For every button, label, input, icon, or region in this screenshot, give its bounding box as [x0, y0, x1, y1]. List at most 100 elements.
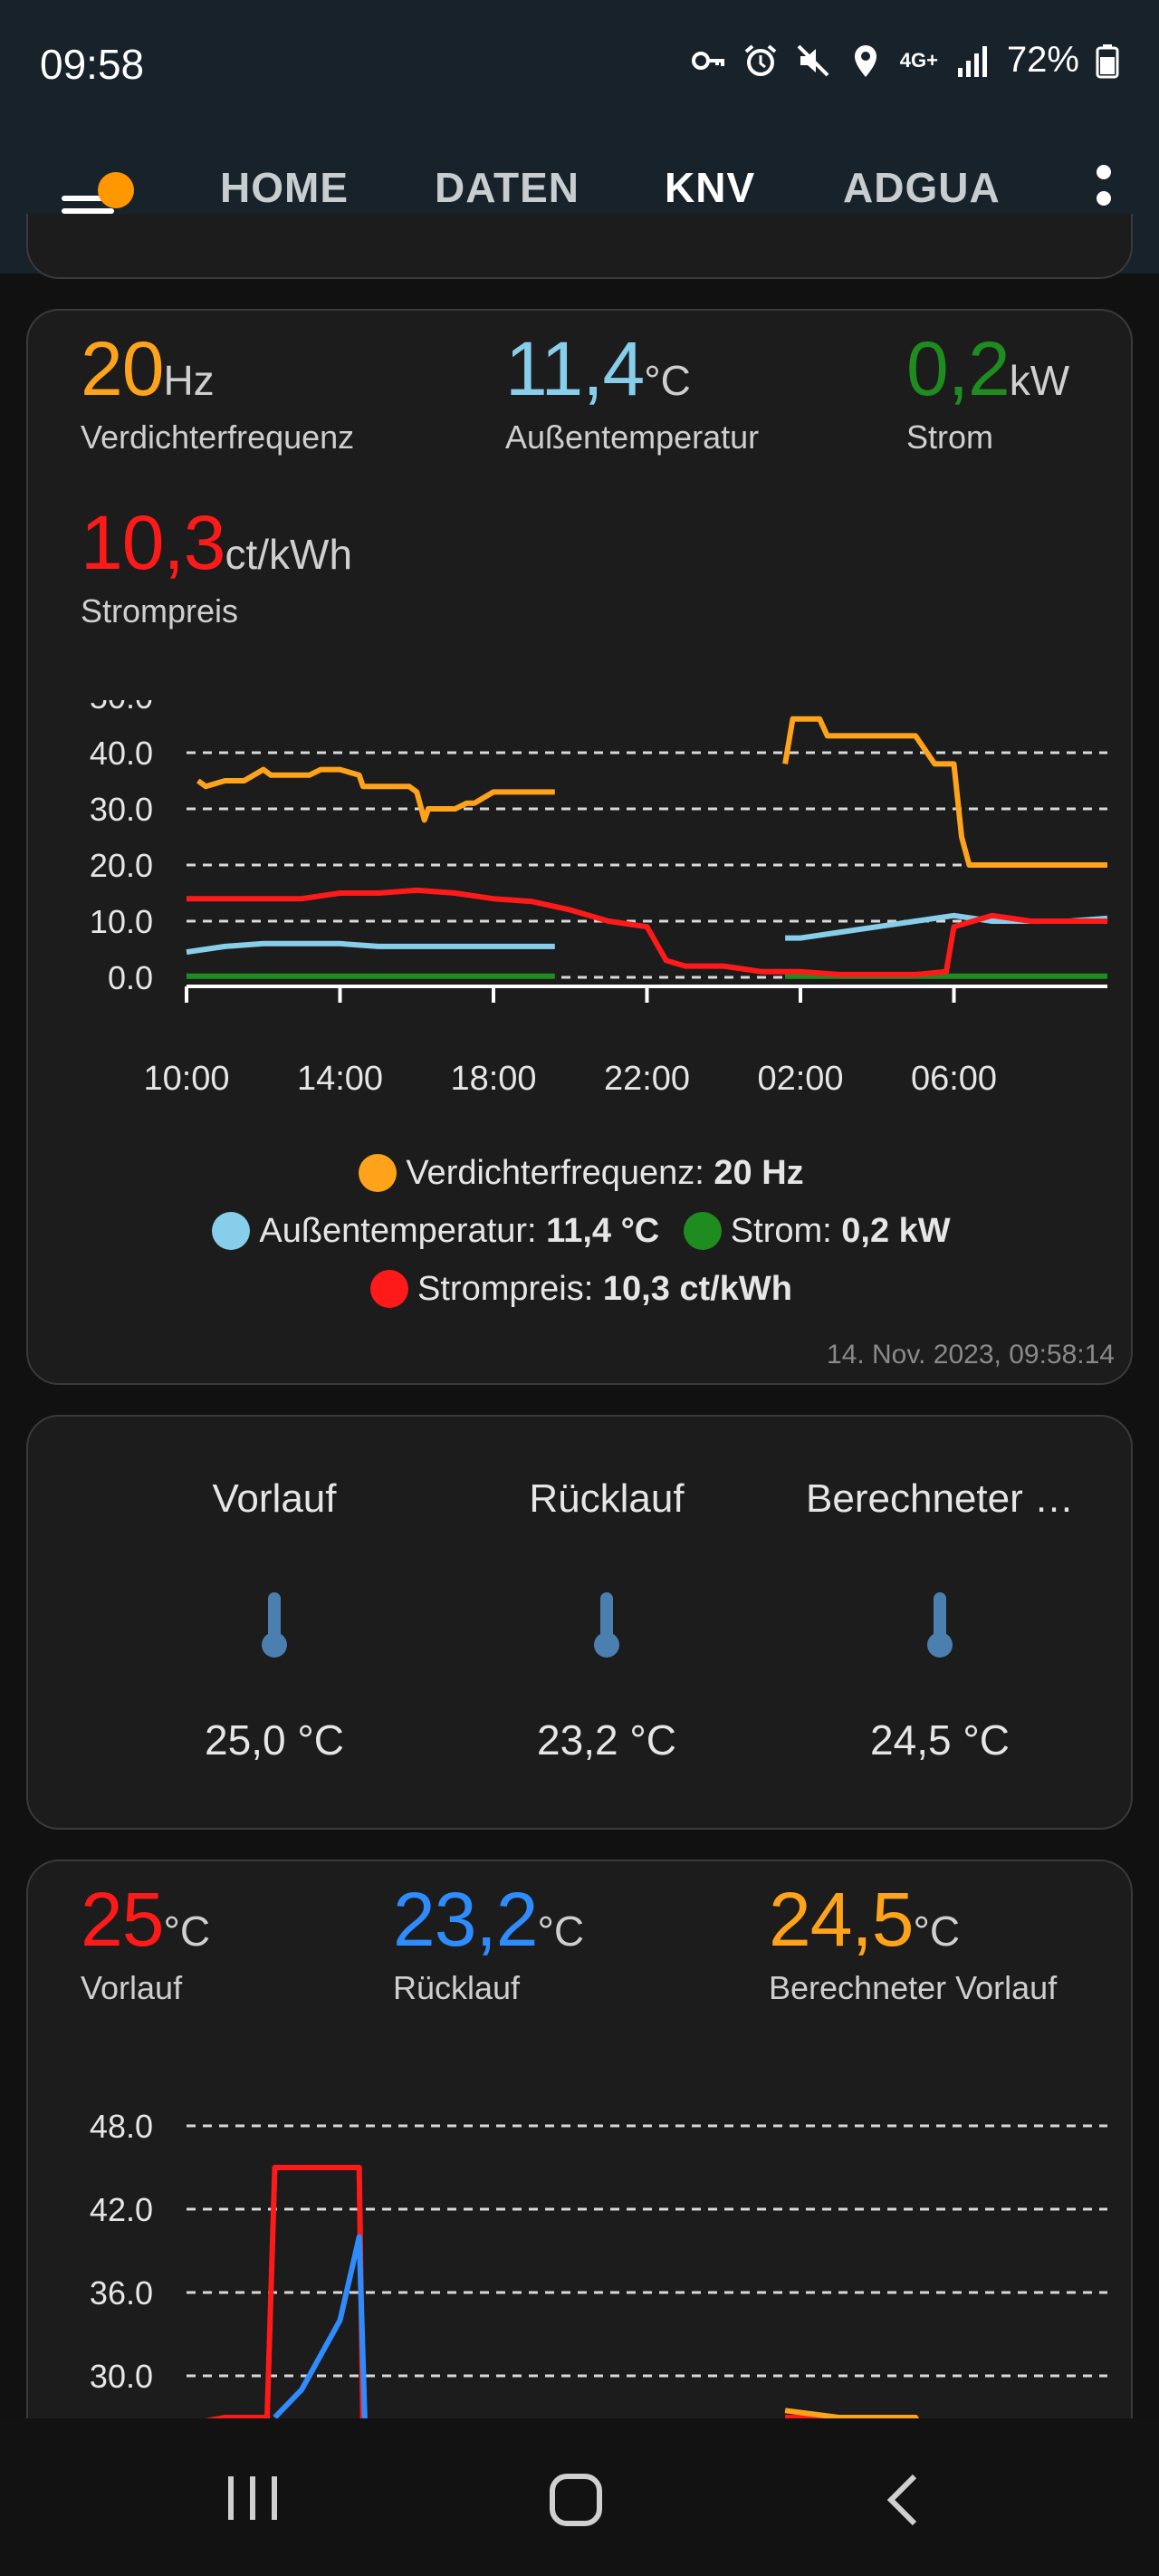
heatpump-card: 20Hz Verdichterfrequenz 11,4°C Außentemp…: [26, 309, 1133, 1385]
status-bar: 09:58 4G+ 72%: [0, 0, 1159, 127]
y-tick-label: 48.0: [90, 2108, 153, 2145]
previous-card-edge: [26, 214, 1133, 279]
metric-unit: kW: [1009, 357, 1070, 404]
legend-item-strompreis[interactable]: Strompreis: 10,3 ct/kWh: [370, 1260, 792, 1318]
network-type: 4G+: [899, 48, 938, 72]
notification-dot: [98, 172, 134, 208]
y-tick-label: 30.0: [90, 791, 153, 828]
x-tick-label: 18:00: [450, 1060, 536, 1098]
metric-label: Strompreis: [81, 592, 239, 630]
metric-value: 20: [81, 326, 164, 411]
metric-value: 10,3: [81, 500, 225, 585]
metric-value: 11,4: [505, 326, 645, 411]
tab-adgua[interactable]: ADGUA: [843, 164, 1001, 211]
series-line-strompreis: [187, 887, 1107, 977]
tab-home[interactable]: HOME: [220, 164, 349, 211]
back-icon[interactable]: [884, 2473, 920, 2527]
y-tick-label: 40.0: [90, 735, 153, 772]
sensor-value: 23,2 °C: [537, 1716, 676, 1764]
battery-icon: [1096, 43, 1119, 78]
x-tick-label: 06:00: [911, 1060, 997, 1098]
signal-icon: [957, 45, 987, 77]
thermometer-icon: [262, 1592, 287, 1658]
legend-item-strom[interactable]: Strom: 0,2 kW: [683, 1202, 951, 1260]
system-nav-bar: [0, 2418, 1159, 2576]
location-icon: [854, 44, 876, 77]
metric-label: Rücklauf: [393, 1969, 521, 2006]
metric-value: 23,2: [393, 1877, 538, 1962]
metric-label: Außentemperatur: [505, 418, 760, 456]
legend-value: 10,3 ct/kWh: [602, 1270, 792, 1308]
legend-item-verdichterfrequenz[interactable]: Verdichterfrequenz: 20 Hz: [359, 1144, 804, 1202]
legend-name: Strompreis:: [417, 1270, 594, 1308]
tab-knv[interactable]: KNV: [665, 164, 756, 211]
x-tick-label: 22:00: [604, 1060, 690, 1098]
metric-vorlauf[interactable]: 25°C Vorlauf: [81, 1876, 210, 2007]
metric-unit: °C: [913, 1908, 961, 1955]
metric-verdichterfrequenz[interactable]: 20Hz Verdichterfrequenz: [81, 325, 354, 457]
history-chart-1[interactable]: 50.0 40.0 30.0 20.0 10.0 0.0 10:00 14:00 18:00 22…: [28, 700, 1135, 1153]
dot-icon: [1097, 165, 1111, 179]
metric-unit: °C: [163, 1908, 211, 1955]
recent-apps-icon[interactable]: [225, 2473, 281, 2523]
metric-label: Verdichterfrequenz: [81, 418, 355, 456]
sensor-name: Rücklauf: [529, 1476, 685, 1521]
legend-name: Strom:: [730, 1212, 832, 1250]
metric-value: 0,2: [906, 326, 1011, 411]
alarm-icon: [744, 43, 777, 76]
y-tick-label: 0.0: [108, 959, 153, 996]
x-tick-label: 02:00: [757, 1060, 843, 1098]
metric-unit: °C: [644, 357, 691, 404]
status-time: 09:58: [40, 41, 145, 88]
legend-value: 20 Hz: [714, 1154, 804, 1192]
metric-ruecklauf[interactable]: 23,2°C Rücklauf: [393, 1876, 584, 2007]
temperature-card: 25°C Vorlauf 23,2°C Rücklauf 24,5°C Bere…: [26, 1860, 1133, 2512]
metric-label: Berechneter Vorlauf: [769, 1969, 1058, 2006]
y-tick-label: 50.0: [90, 700, 153, 716]
legend-dot: [359, 1154, 398, 1192]
y-tick-label: 30.0: [90, 2358, 153, 2395]
menu-icon-bar: [62, 208, 114, 214]
legend-dot: [212, 1212, 251, 1250]
status-icons: 4G+ 72%: [690, 40, 1119, 81]
y-tick-label: 36.0: [90, 2274, 153, 2312]
sensor-name: Vorlauf: [212, 1476, 337, 1521]
battery-percent: 72%: [1006, 40, 1079, 80]
y-tick-label: 20.0: [90, 847, 153, 884]
metric-unit: Hz: [163, 357, 215, 404]
chart-legend: Verdichterfrequenz: 20 Hz Außentemperatu…: [28, 1144, 1135, 1318]
sensor-name: Berechneter …: [806, 1476, 1074, 1521]
mute-icon: [797, 44, 829, 76]
legend-name: Verdichterfrequenz:: [406, 1154, 704, 1192]
tab-daten[interactable]: DATEN: [435, 164, 580, 211]
legend-dot: [370, 1270, 409, 1308]
metric-label: Vorlauf: [81, 1969, 183, 2006]
legend-item-aussentemperatur[interactable]: Außentemperatur: 11,4 °C: [212, 1202, 659, 1260]
thermometer-icon: [594, 1592, 619, 1658]
x-tick-label: 10:00: [143, 1060, 229, 1098]
home-icon[interactable]: [549, 2473, 603, 2527]
legend-value: 0,2 kW: [841, 1212, 951, 1250]
sensor-value: 25,0 °C: [205, 1716, 344, 1764]
thermometer-icon: [927, 1592, 953, 1658]
metric-berechneter-vorlauf[interactable]: 24,5°C Berechneter Vorlauf: [769, 1876, 1057, 2007]
metric-unit: °C: [537, 1908, 585, 1955]
metric-unit: ct/kWh: [225, 531, 353, 578]
key-icon: [691, 51, 724, 70]
menu-icon-bar: [62, 196, 114, 201]
sensor-card: Vorlauf 25,0 °C Rücklauf 23,2 °C Berechn…: [26, 1415, 1133, 1830]
metric-strompreis[interactable]: 10,3ct/kWh Strompreis: [81, 499, 352, 630]
history-chart-2[interactable]: 48.042.036.030.024.0: [28, 2088, 1135, 2468]
x-tick-label: 14:00: [297, 1060, 383, 1098]
dot-icon: [1097, 191, 1111, 206]
last-updated: 14. Nov. 2023, 09:58:14: [826, 1340, 1115, 1370]
legend-value: 11,4 °C: [546, 1212, 660, 1250]
series-line-rücklauf: [273, 2234, 369, 2468]
y-tick-label: 10.0: [90, 903, 153, 940]
metric-aussentemperatur[interactable]: 11,4°C Außentemperatur: [505, 325, 759, 457]
metric-strom[interactable]: 0,2kW Strom: [906, 325, 1069, 457]
legend-name: Außentemperatur:: [259, 1212, 537, 1250]
sensor-value: 24,5 °C: [870, 1716, 1010, 1764]
metric-value: 25: [81, 1877, 164, 1962]
metric-value: 24,5: [769, 1877, 914, 1962]
